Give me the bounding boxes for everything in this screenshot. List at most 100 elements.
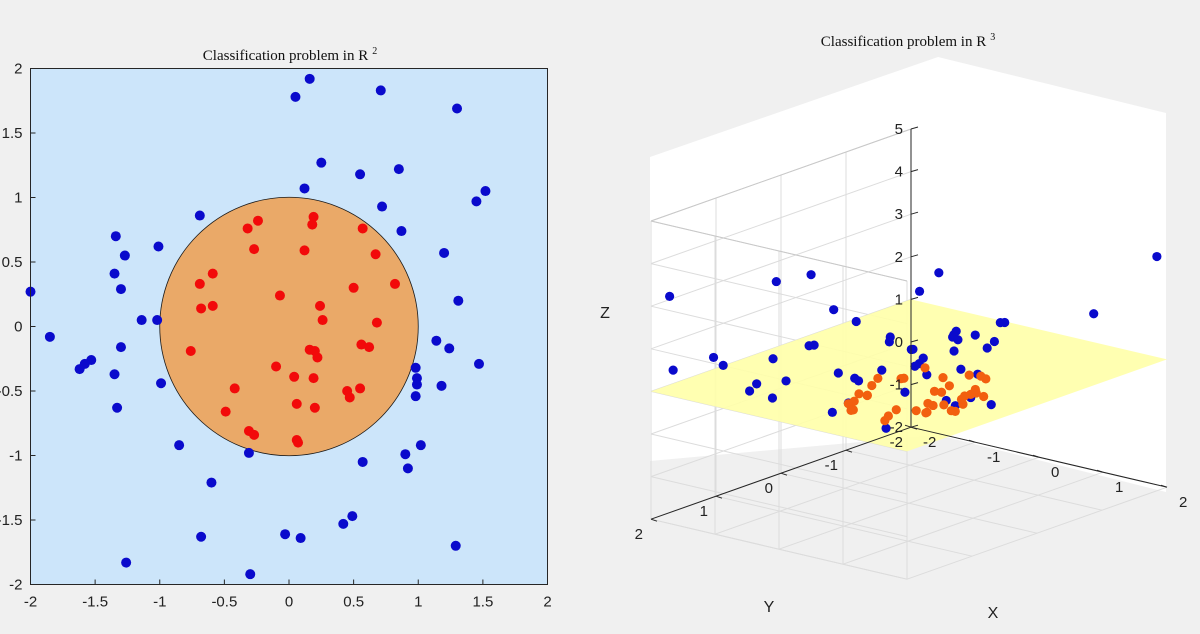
y-tick-mark (845, 449, 853, 453)
point-inside-3d-30 (938, 373, 948, 383)
x-tick-mark (1032, 454, 1040, 458)
point-outside-3d-27 (804, 341, 814, 351)
point-outside-3d-5 (934, 268, 944, 278)
point-outside-3d-12 (718, 360, 728, 370)
x-tick-label-2d: -1.5 (82, 594, 108, 611)
point-inside-2d-31 (291, 398, 302, 409)
point-outside-2d-32 (109, 369, 120, 380)
point-inside-2d-10 (389, 278, 400, 289)
y-tick-label: 1 (700, 503, 708, 520)
z-tick-label: 5 (895, 121, 903, 138)
point-outside-2d-34 (156, 378, 167, 389)
point-inside-2d-16 (317, 315, 328, 326)
y-tick-label: 0 (765, 480, 773, 497)
grid-line-y (715, 495, 973, 557)
point-inside-2d-7 (370, 249, 381, 260)
y-tick-label-2d: -1.5 (0, 512, 23, 529)
point-outside-2d-10 (377, 201, 388, 212)
point-outside-2d-53 (245, 569, 256, 580)
point-outside-2d-29 (74, 364, 85, 375)
point-inside-2d-24 (271, 361, 282, 372)
point-outside-2d-30 (473, 358, 484, 369)
point-inside-2d-33 (220, 406, 231, 417)
point-outside-3d-44 (951, 326, 961, 336)
point-inside-2d-4 (357, 223, 368, 234)
point-inside-3d-31 (936, 387, 947, 397)
x-tick-label-2d: -0.5 (211, 594, 237, 611)
x-tick-label-2d: -2 (24, 594, 37, 611)
point-outside-3d-10 (768, 354, 778, 364)
point-outside-2d-22 (152, 315, 163, 326)
point-inside-3d-5 (867, 380, 877, 391)
point-outside-3d-25 (767, 393, 778, 403)
x-tick-label-2d: 1.5 (472, 594, 493, 611)
y-tick-label: -2 (890, 434, 903, 451)
point-outside-3d-43 (989, 336, 1000, 347)
point-outside-2d-5 (355, 169, 366, 180)
y-tick-mark (780, 472, 788, 476)
point-outside-2d-36 (436, 380, 447, 391)
point-outside-3d-50 (910, 361, 920, 371)
point-outside-3d-28 (986, 399, 996, 410)
x-tick-mark (1160, 484, 1168, 488)
x-tick-label-2d: 2 (543, 594, 551, 611)
point-inside-3d-34 (956, 394, 967, 404)
decision-plane (651, 299, 1167, 452)
z-tick-mark (910, 339, 919, 343)
point-inside-2d-6 (299, 245, 310, 256)
point-inside-3d-29 (923, 398, 933, 409)
z-tick-label: 1 (895, 291, 903, 308)
x-tick-label: 0 (1051, 464, 1059, 481)
point-outside-2d-39 (174, 440, 185, 451)
point-outside-2d-43 (357, 456, 368, 467)
point-outside-3d-16 (1089, 309, 1099, 319)
point-outside-3d-45 (953, 335, 963, 345)
point-inside-3d-35 (920, 363, 930, 373)
point-outside-3d-23 (781, 376, 791, 386)
point-inside-2d-0 (308, 211, 319, 222)
point-outside-2d-20 (453, 295, 464, 306)
x-tick-mark (968, 439, 976, 443)
point-outside-3d-36 (956, 364, 966, 374)
point-outside-3d-46 (881, 423, 891, 433)
y-tick-label-2d: -0.5 (0, 383, 23, 400)
point-outside-3d-19 (752, 379, 762, 389)
point-outside-2d-50 (295, 533, 306, 544)
point-outside-2d-7 (299, 183, 310, 194)
point-inside-3d-26 (944, 381, 954, 391)
point-inside-2d-28 (355, 383, 366, 394)
point-outside-3d-22 (744, 386, 755, 396)
point-outside-2d-40 (415, 440, 426, 451)
point-outside-2d-14 (153, 241, 164, 252)
point-inside-3d-25 (921, 408, 931, 418)
point-outside-2d-4 (316, 157, 327, 168)
point-outside-3d-0 (806, 270, 816, 280)
point-outside-3d-41 (884, 337, 894, 347)
y-tick-label-2d: -2 (9, 577, 22, 594)
point-outside-2d-9 (480, 186, 491, 197)
point-outside-2d-44 (402, 463, 413, 474)
point-outside-3d-33 (918, 353, 928, 363)
point-outside-2d-11 (194, 210, 205, 221)
point-outside-2d-42 (400, 449, 411, 460)
point-outside-2d-38 (112, 402, 123, 413)
z-tick-mark (910, 126, 919, 130)
point-inside-3d-20 (950, 406, 960, 417)
y-tick-label-2d: 2 (14, 61, 22, 78)
point-inside-3d-36 (854, 389, 864, 399)
point-outside-2d-21 (136, 315, 147, 326)
point-inside-2d-30 (344, 392, 355, 403)
z-tick-label: 4 (895, 164, 903, 181)
point-inside-3d-22 (883, 411, 893, 421)
point-outside-3d-9 (771, 276, 781, 287)
x-tick-label: 1 (1115, 479, 1123, 496)
axes-box-edge (650, 220, 908, 282)
point-inside-2d-2 (307, 219, 318, 230)
point-outside-2d-51 (450, 540, 461, 551)
point-outside-2d-48 (196, 531, 207, 542)
x-tick-label: -2 (923, 434, 936, 451)
point-outside-2d-24 (431, 335, 442, 346)
x-axis-label: X (988, 605, 999, 622)
